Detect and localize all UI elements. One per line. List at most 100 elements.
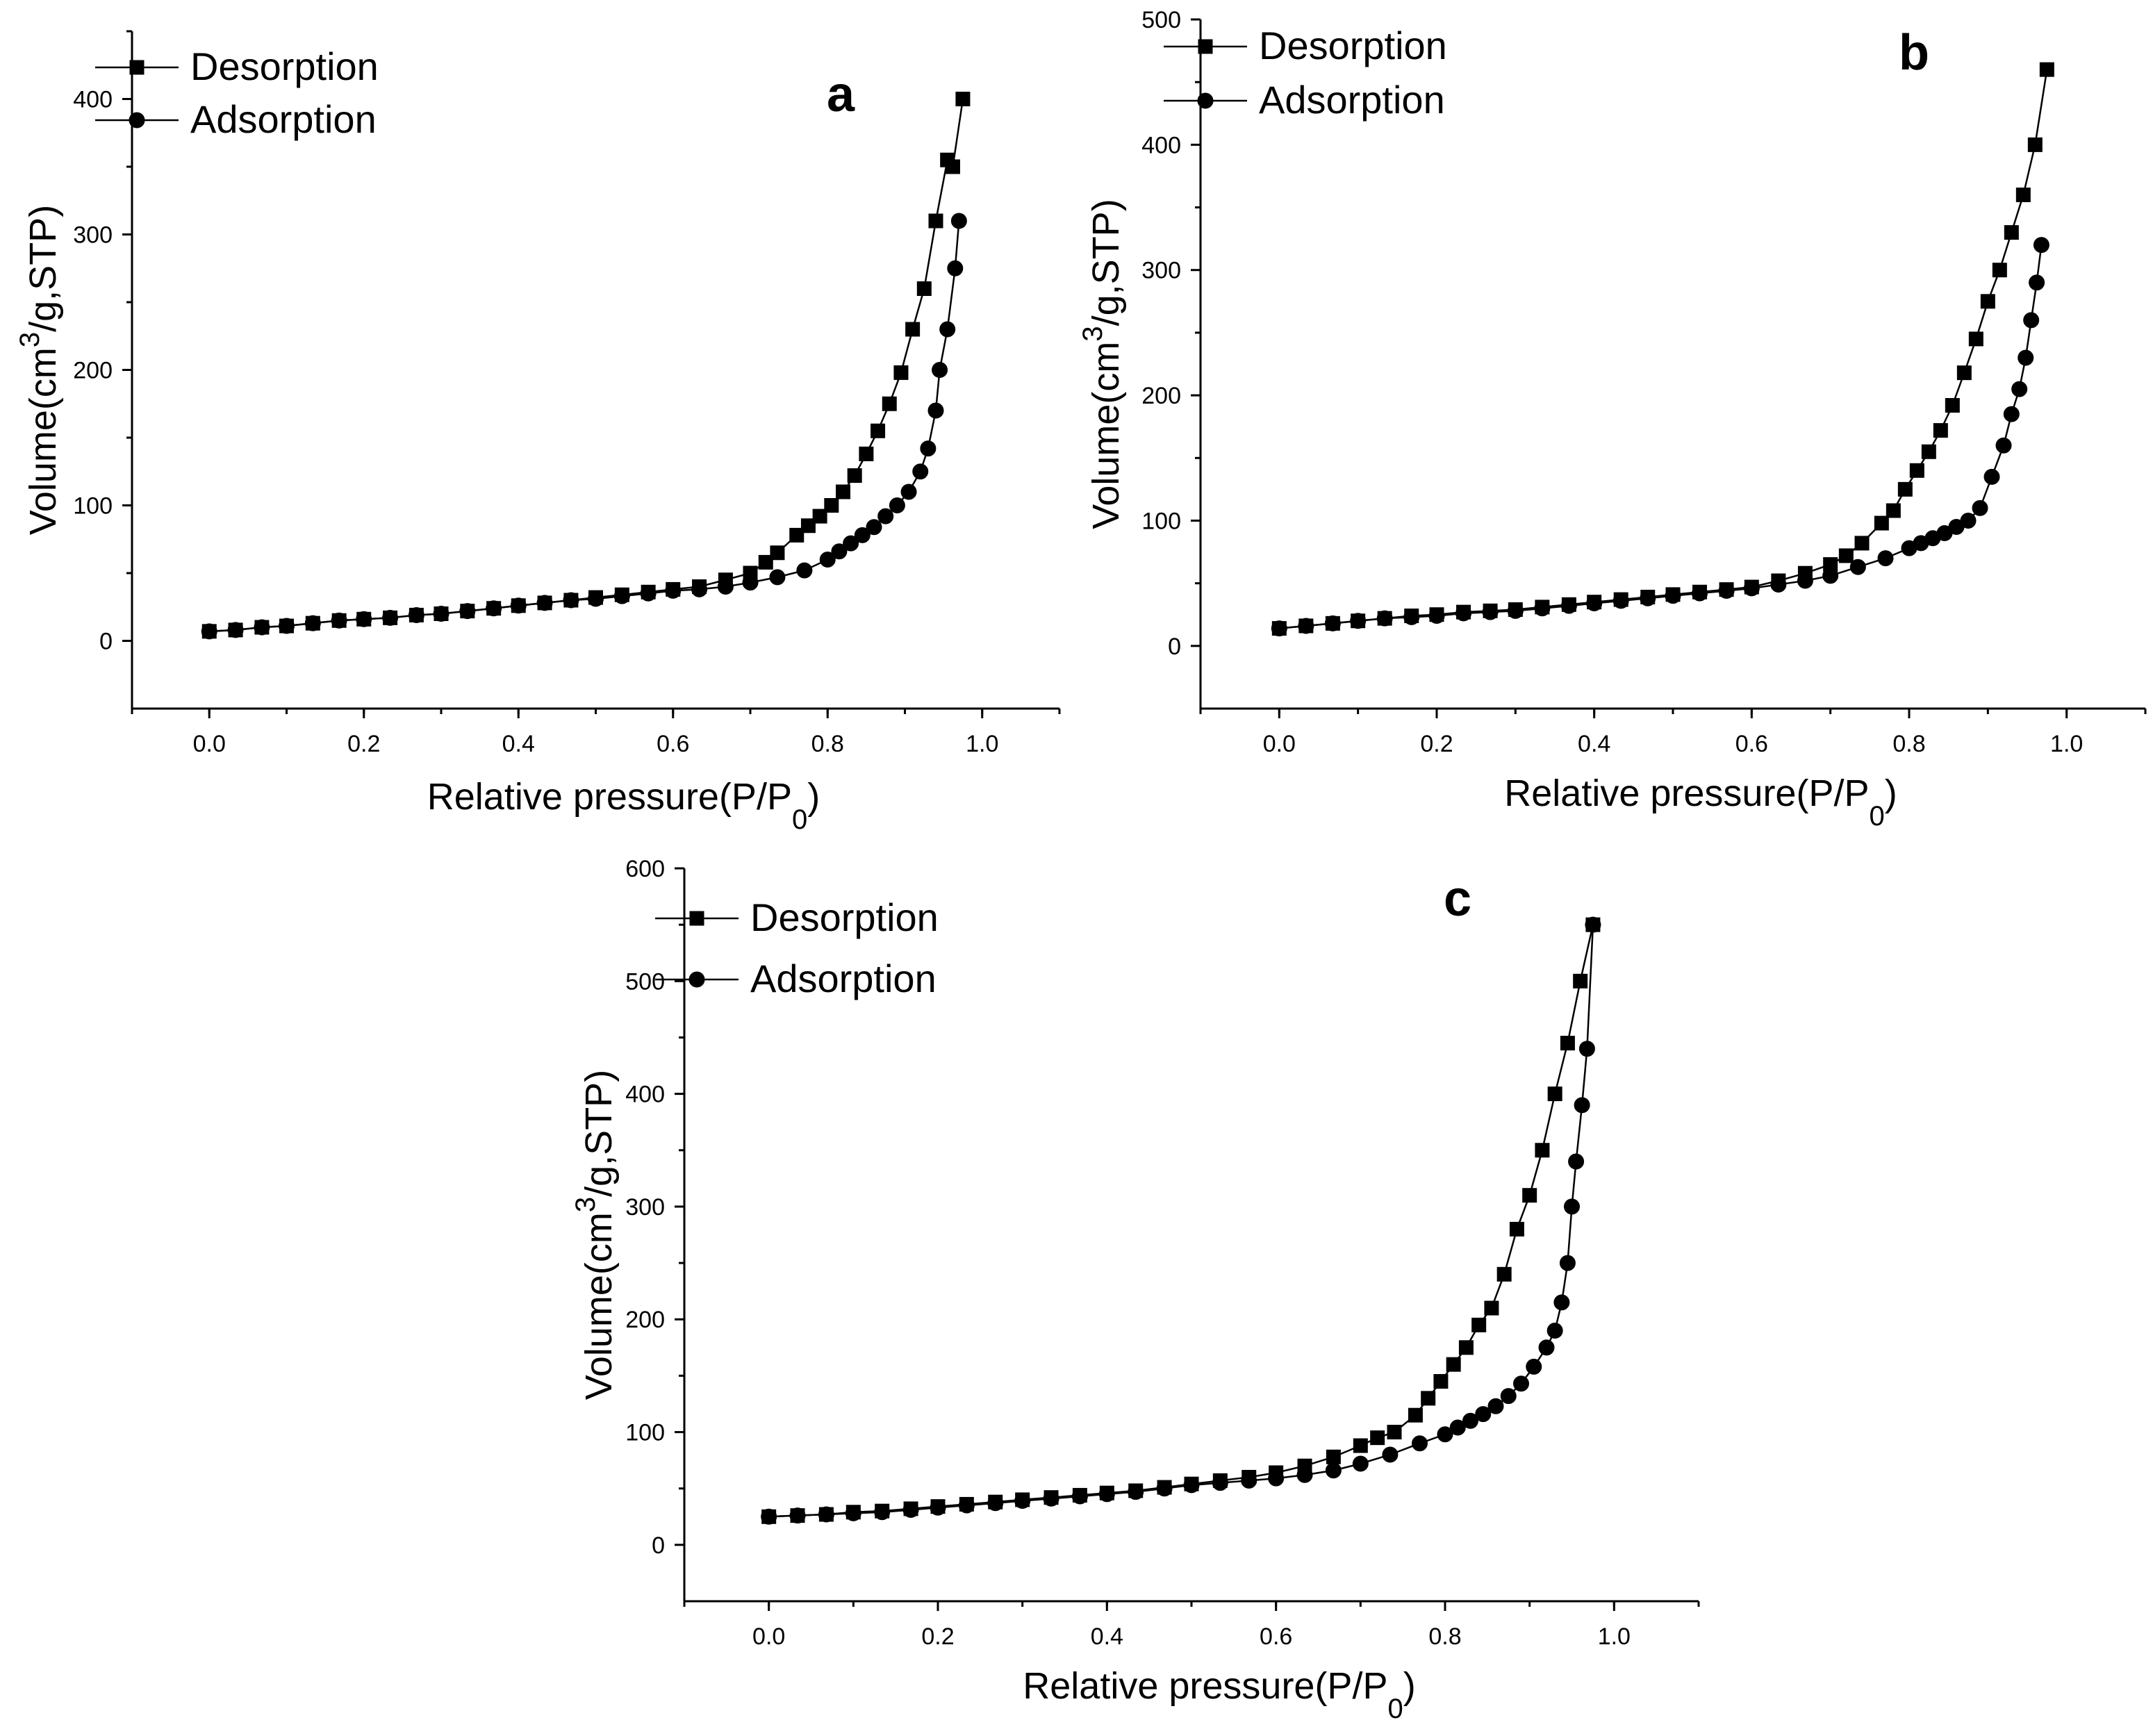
x-tick-label: 1.0: [2050, 731, 2083, 757]
data-point-adsorption: [1412, 1435, 1428, 1452]
legend-label-desorption: Desorption: [750, 895, 939, 939]
data-point-desorption: [871, 423, 886, 438]
data-point-desorption: [1980, 294, 1995, 309]
data-point-adsorption: [1212, 1475, 1228, 1491]
data-point-adsorption: [486, 600, 502, 617]
x-axis-label: Relative pressure(P/P0): [1504, 772, 1897, 832]
data-point-adsorption: [1665, 588, 1681, 604]
legend-label-desorption: Desorption: [190, 44, 379, 88]
data-point-desorption: [1897, 481, 1913, 497]
y-tick-label: 200: [73, 358, 113, 384]
data-point-adsorption: [1564, 1198, 1580, 1215]
data-point-adsorption: [1455, 605, 1472, 622]
data-point-adsorption: [1428, 608, 1445, 625]
data-point-adsorption: [939, 321, 956, 338]
data-point-adsorption: [987, 1495, 1004, 1512]
series-line-adsorption: [209, 220, 960, 633]
y-tick-label: 100: [73, 493, 113, 520]
data-point-desorption: [824, 498, 839, 513]
legend-label-adsorption: Adsorption: [1259, 78, 1445, 122]
data-point-adsorption: [1296, 1466, 1313, 1483]
data-point-adsorption: [717, 579, 734, 595]
data-point-adsorption: [927, 402, 944, 419]
panel-label: b: [1899, 25, 1929, 81]
y-tick-label: 300: [73, 222, 113, 249]
x-tick-label: 0.0: [752, 1623, 785, 1650]
panel-label: a: [827, 67, 855, 122]
data-point-desorption: [1387, 1425, 1402, 1440]
data-point-desorption: [1933, 423, 1948, 438]
data-point-desorption: [1560, 1036, 1575, 1051]
y-tick-label: 200: [625, 1307, 665, 1333]
data-point-adsorption: [382, 609, 399, 626]
x-tick-label: 0.6: [1260, 1623, 1292, 1650]
series-adsorption: [761, 916, 1601, 1525]
data-point-adsorption: [613, 588, 630, 604]
data-point-desorption: [1370, 1430, 1385, 1446]
data-point-adsorption: [900, 483, 917, 500]
legend-marker-desorption: [689, 911, 704, 926]
panel-c: 0.0 0.2 0.4 0.6 0.8 1.0 0 100 200 300 400 500 600 Rel…: [570, 856, 1700, 1724]
data-point-adsorption: [866, 519, 882, 536]
data-point-adsorption: [1640, 590, 1656, 606]
data-point-desorption: [1968, 331, 1983, 347]
x-tick-label: 1.0: [966, 731, 998, 757]
data-point-adsorption: [331, 612, 347, 629]
data-point-adsorption: [1241, 1472, 1257, 1489]
data-point-desorption: [847, 468, 862, 483]
y-tick-label: 0: [99, 629, 113, 655]
y-tick-label: 400: [73, 87, 113, 113]
x-tick-label: 0.4: [1578, 731, 1610, 757]
data-point-adsorption: [536, 595, 553, 611]
data-point-desorption: [1909, 463, 1924, 478]
y-tick-label: 500: [1141, 7, 1181, 33]
data-point-desorption: [1886, 503, 1901, 518]
data-point-adsorption: [1156, 1480, 1173, 1497]
data-point-adsorption: [1437, 1426, 1453, 1443]
data-point-adsorption: [588, 590, 604, 607]
data-point-adsorption: [1568, 1153, 1585, 1170]
data-point-desorption: [916, 281, 932, 296]
x-tick-label: 0.6: [1735, 731, 1768, 757]
x-tick-label: 0.2: [347, 731, 380, 757]
data-point-adsorption: [1449, 1419, 1466, 1436]
data-point-adsorption: [1534, 600, 1551, 617]
data-point-adsorption: [1960, 512, 1977, 529]
data-point-adsorption: [1324, 615, 1341, 631]
data-point-adsorption: [902, 1502, 919, 1519]
data-point-adsorption: [1578, 1041, 1595, 1057]
data-point-adsorption: [1183, 1477, 1200, 1494]
y-tick-label: 600: [625, 856, 665, 882]
series-line-adsorption: [1279, 245, 2043, 629]
data-point-adsorption: [1526, 1358, 1542, 1375]
data-point-adsorption: [1325, 1462, 1342, 1479]
data-point-desorption: [1535, 1143, 1550, 1158]
x-axis-label: Relative pressure(P/P0): [1023, 1665, 1415, 1724]
data-point-adsorption: [789, 1507, 806, 1524]
data-point-adsorption: [1128, 1484, 1144, 1501]
data-point-adsorption: [254, 619, 270, 636]
data-point-adsorption: [1538, 1339, 1555, 1356]
data-point-desorption: [1522, 1188, 1537, 1203]
data-point-adsorption: [1849, 559, 1866, 575]
data-point-desorption: [770, 545, 785, 561]
data-point-desorption: [859, 446, 874, 461]
series-desorption: [761, 917, 1601, 1524]
panel-a: 0.0 0.2 0.4 0.6 0.8 1.0 0 100 200 300 400 Relative …: [15, 30, 1061, 835]
data-point-desorption: [1326, 1449, 1341, 1464]
data-point-adsorption: [665, 582, 682, 599]
data-point-adsorption: [818, 1506, 834, 1523]
y-tick-label: 300: [1141, 258, 1181, 284]
data-point-adsorption: [1797, 572, 1813, 589]
data-point-adsorption: [1692, 585, 1708, 602]
data-point-desorption: [955, 92, 971, 106]
data-point-adsorption: [742, 574, 759, 591]
data-point-desorption: [836, 484, 850, 499]
data-point-adsorption: [1972, 499, 1988, 516]
data-point-adsorption: [1586, 595, 1603, 611]
y-tick-label: 400: [625, 1082, 665, 1108]
y-tick-label: 100: [625, 1420, 665, 1446]
data-point-adsorption: [1014, 1493, 1031, 1510]
y-tick-label: 0: [1168, 634, 1181, 660]
